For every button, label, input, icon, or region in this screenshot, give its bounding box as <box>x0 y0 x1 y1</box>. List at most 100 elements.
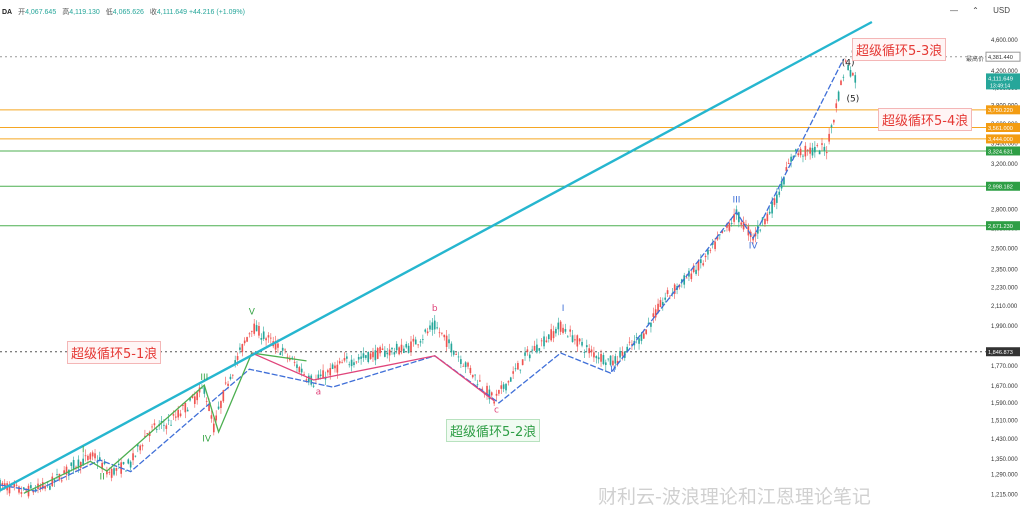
candle-body <box>766 213 769 222</box>
candle-body <box>20 492 23 494</box>
wave-label: III <box>732 195 740 205</box>
y-tick-label: 3,400.000 <box>991 141 1018 147</box>
candle-body <box>34 488 37 492</box>
candle-body <box>512 371 514 374</box>
candle-body <box>395 343 398 351</box>
candle-body <box>89 453 92 460</box>
candle-body <box>585 345 588 348</box>
candle-body <box>196 392 199 401</box>
candle-body <box>281 347 284 351</box>
candle-body <box>471 374 474 378</box>
candle-body <box>545 340 548 343</box>
y-tick-label: 4,200.000 <box>991 69 1018 75</box>
candle-body <box>640 333 643 341</box>
candle-body <box>666 290 669 294</box>
candle-body <box>77 459 80 469</box>
symbol-label[interactable]: DA <box>2 9 13 16</box>
candle-body <box>847 65 849 71</box>
wave-label: I <box>562 304 565 314</box>
open-value: 4,067.645 <box>25 9 57 16</box>
candle-body <box>657 303 659 313</box>
candle-body <box>343 357 346 361</box>
candle-body <box>588 348 591 354</box>
chevron-up-icon[interactable]: ⌃ <box>972 6 979 15</box>
candle-body <box>802 155 804 157</box>
candle-body <box>816 145 819 146</box>
candle-body <box>785 167 788 172</box>
candle-body <box>32 490 35 493</box>
high-price-tag-label: 最高价 <box>966 56 985 63</box>
candle-body <box>474 374 476 376</box>
price-level-tag <box>986 105 1020 115</box>
waves-layer <box>0 20 873 494</box>
candle-body <box>319 374 322 376</box>
price-level-tag <box>985 51 1021 62</box>
candle-body <box>799 148 802 156</box>
candle-body <box>835 103 838 109</box>
candle-body <box>327 370 329 373</box>
candle-body <box>438 332 441 334</box>
currency-label[interactable]: USD <box>993 6 1010 15</box>
price-level-tag <box>986 221 1020 231</box>
candle-body <box>250 330 253 332</box>
candle-body <box>353 362 355 366</box>
candle-body <box>229 376 232 380</box>
candle-body <box>424 329 427 332</box>
candles-layer <box>0 58 857 499</box>
candle-body <box>75 466 77 468</box>
close-value: 4,111.649 <box>156 9 187 16</box>
candle-body <box>626 346 629 352</box>
candle-body <box>134 455 137 457</box>
minus-icon[interactable]: — <box>949 6 958 15</box>
candle-body <box>709 250 712 251</box>
candle-body <box>103 461 106 465</box>
wave-label: a <box>316 387 322 397</box>
candle-body <box>18 486 20 493</box>
candle-body <box>3 483 6 486</box>
candle-body <box>490 392 493 396</box>
candle-body <box>101 462 103 470</box>
candle-body <box>98 457 101 461</box>
candle-body <box>811 147 814 156</box>
candle-body <box>842 76 845 78</box>
y-tick-label: 1,430.000 <box>991 437 1018 443</box>
candle-body <box>759 229 762 231</box>
candle-body <box>362 353 365 358</box>
candle-body <box>217 406 220 409</box>
candle-body <box>350 359 353 367</box>
candle-body <box>771 201 773 214</box>
candle-body <box>488 389 491 400</box>
candle-body <box>726 223 728 228</box>
open-label: 开 <box>18 9 26 16</box>
candle-body <box>557 322 560 330</box>
candle-body <box>821 143 823 145</box>
candle-body <box>540 340 543 342</box>
candle-body <box>308 375 310 383</box>
price-level-tag-text: 2,671.230 <box>988 224 1013 230</box>
candle-body <box>519 369 522 371</box>
candle-body <box>279 352 282 355</box>
candle-body <box>849 69 852 77</box>
candle-body <box>524 352 526 356</box>
candle-body <box>479 380 481 382</box>
candle-body <box>113 468 115 475</box>
candle-body <box>460 359 462 365</box>
candle-body <box>255 325 258 332</box>
candle-body <box>39 486 42 488</box>
wave-label: IV <box>202 434 212 444</box>
candle-body <box>450 343 453 353</box>
candle-body <box>531 349 533 351</box>
candle-body <box>448 339 450 344</box>
candle-body <box>210 415 213 419</box>
candle-body <box>127 459 130 464</box>
candle-body <box>246 337 248 342</box>
candle-body <box>509 377 512 382</box>
candle-body <box>814 146 816 153</box>
candle-body <box>260 337 263 340</box>
price-level-tag <box>986 181 1020 191</box>
y-tick-label: 2,230.000 <box>991 285 1018 291</box>
candle-body <box>91 452 94 457</box>
candle-body <box>426 331 429 334</box>
